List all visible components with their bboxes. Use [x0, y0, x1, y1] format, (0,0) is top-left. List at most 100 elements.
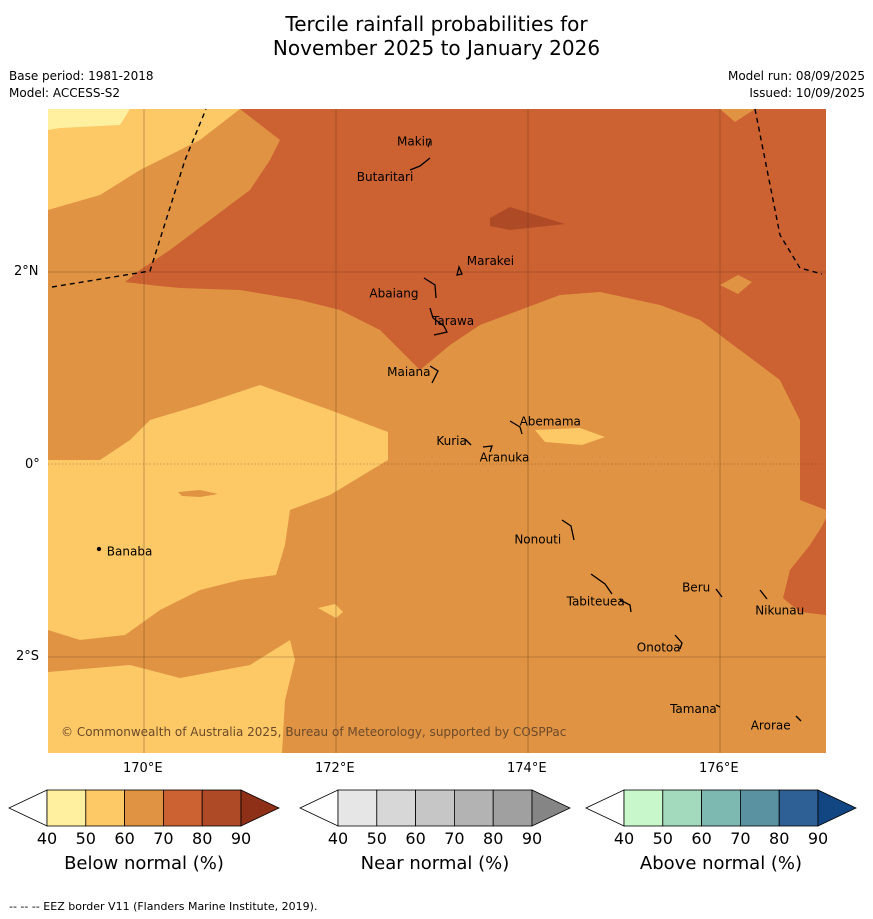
islands [96, 140, 802, 722]
island-tabiteuea-north [590, 573, 613, 595]
colorbar-0-tick-60: 60 [114, 829, 134, 848]
colorbar-1-tick-60: 60 [405, 829, 425, 848]
meta-right: Model run: 08/09/2025 Issued: 10/09/2025 [728, 68, 865, 102]
colorbar-1-segment-3 [415, 789, 455, 827]
colorbar-1-tick-40: 40 [328, 829, 348, 848]
island-marakei [456, 264, 463, 276]
colorbar-2-tick-90: 90 [808, 829, 828, 848]
place-label-tarawa: Tarawa [431, 314, 474, 328]
colorbar-1: 40 50 60 70 80 90 [299, 789, 571, 848]
colorbar-below-label: Below normal (%) [64, 853, 224, 874]
colorbar-2-low-extend [585, 789, 625, 827]
meta-left: Base period: 1981-2018 Model: ACCESS-S2 [9, 68, 154, 102]
colorbar-0-tick-40: 40 [37, 829, 57, 848]
place-label-kuria: Kuria [436, 434, 467, 448]
map-title: Tercile rainfall probabilities for Novem… [0, 12, 873, 60]
colorbar-2-tick-60: 60 [691, 829, 711, 848]
colorbar-2-segment-2 [662, 789, 702, 827]
colorbar-0-segment-2 [85, 789, 126, 827]
colorbar-2-tick-50: 50 [653, 829, 673, 848]
copyright-notice: © Commonwealth of Australia 2025, Bureau… [61, 725, 566, 739]
lat-tick-2s: 2°S [16, 649, 40, 664]
title-line-1: Tercile rainfall probabilities for [285, 12, 588, 36]
colorbar-1-segment-2 [376, 789, 416, 827]
colorbar-0-segment-5 [201, 789, 242, 827]
region-50-60-south [48, 640, 295, 753]
colorbar-2-tick-40: 40 [614, 829, 634, 848]
colorbar-near-label: Near normal (%) [360, 853, 510, 874]
colorbar-above-label: Above normal (%) [639, 853, 803, 874]
colorbar-2-segment-3 [701, 789, 741, 827]
colorbar-0-tick-50: 50 [76, 829, 96, 848]
graticule [48, 109, 826, 753]
place-label-marakei: Marakei [467, 254, 514, 268]
colorbar-1-tick-80: 80 [483, 829, 503, 848]
colorbar-0: 40 50 60 70 80 90 [8, 789, 280, 848]
colorbar-1-segment-5 [492, 789, 533, 827]
colorbars: 40 50 60 70 80 90 40 50 60 70 80 90 40 50 60 70 80 90 [8, 789, 857, 848]
island-kuria [464, 438, 472, 446]
place-label-aranuka: Aranuka [480, 451, 530, 465]
lon-tick-176: 176°E [699, 761, 739, 776]
colorbar-1-segment-1 [337, 789, 378, 827]
place-label-abemama: Abemama [520, 415, 581, 429]
place-label-beru: Beru [682, 581, 710, 595]
colorbar-0-tick-90: 90 [231, 829, 251, 848]
island-abaiang [423, 277, 437, 299]
region-80-90 [490, 207, 565, 230]
place-labels: Makin Butaritari Marakei Abaiang Tarawa Maian… [107, 134, 804, 732]
island-tarawa [429, 307, 448, 336]
island-abemama [509, 420, 523, 435]
eez-border [51, 108, 823, 288]
island-beru [715, 588, 723, 598]
colorbar-2-tick-80: 80 [769, 829, 789, 848]
island-tabiteuea-south [619, 599, 632, 613]
issued-date: Issued: 10/09/2025 [749, 86, 865, 100]
place-label-banaba: Banaba [107, 545, 153, 559]
model-name: Model: ACCESS-S2 [9, 86, 121, 100]
region-70-80-east [720, 330, 826, 615]
colorbar-1-tick-70: 70 [444, 829, 464, 848]
colorbar-2-segment-4 [740, 789, 780, 827]
colorbar-1-tick-90: 90 [522, 829, 542, 848]
base-period: Base period: 1981-2018 [9, 69, 154, 83]
island-maiana [429, 365, 439, 384]
lon-tick-172: 172°E [315, 761, 355, 776]
region-40-50-north [48, 109, 130, 130]
island-butaritari [409, 157, 431, 171]
colorbar-1-high-extend [531, 789, 571, 827]
model-run: Model run: 08/09/2025 [727, 69, 865, 83]
colorbar-0-segment-4 [162, 789, 203, 827]
colorbar-0-tick-80: 80 [192, 829, 212, 848]
colorbar-2: 40 50 60 70 80 90 [585, 789, 857, 848]
place-label-nonouti: Nonouti [514, 532, 561, 546]
island-arorae [795, 715, 802, 722]
lat-tick-0: 0° [25, 457, 40, 472]
colorbar-0-high-extend [240, 789, 280, 827]
eez-footnote: -- -- -- EEZ border V11 (Flanders Marine… [9, 900, 318, 913]
colorbar-1-low-extend [299, 789, 339, 827]
region-50-60-patch-a [318, 604, 343, 618]
place-label-abaiang: Abaiang [369, 286, 418, 300]
island-nonouti [561, 519, 575, 541]
region-60-70-patch-east [720, 275, 752, 294]
island-makin [427, 140, 431, 148]
colorbar-0-low-extend [8, 789, 48, 827]
colorbar-1-tick-50: 50 [367, 829, 387, 848]
lon-tick-170: 170°E [123, 761, 163, 776]
place-label-maiana: Maiana [387, 365, 430, 379]
place-label-makin: Makin [397, 134, 433, 148]
colorbar-2-tick-70: 70 [730, 829, 750, 848]
title-line-2: November 2025 to January 2026 [272, 36, 601, 60]
colorbar-2-segment-1 [623, 789, 664, 827]
colorbar-0-tick-70: 70 [153, 829, 173, 848]
place-label-tabiteuea: Tabiteuea [566, 595, 625, 609]
island-onotoa [674, 634, 683, 650]
place-label-onotoa: Onotoa [637, 641, 681, 655]
lat-tick-2n: 2°N [14, 264, 39, 279]
region-50-60-west [48, 385, 388, 640]
colorbar-2-high-extend [817, 789, 857, 827]
place-label-arorae: Arorae [751, 718, 791, 732]
probability-field [48, 109, 826, 753]
